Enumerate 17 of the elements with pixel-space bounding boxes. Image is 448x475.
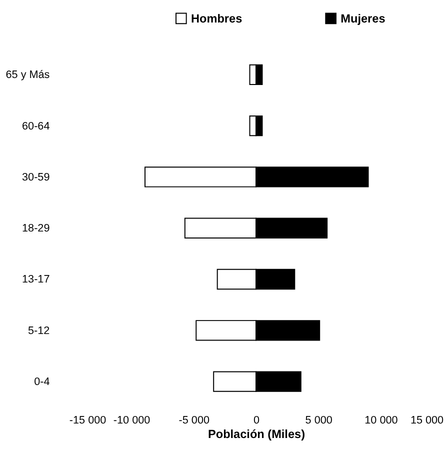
y-tick-label: 30-59 [22, 171, 50, 184]
x-tick-label: -5 000 [178, 414, 210, 426]
y-tick-label: 65 y Más [6, 69, 50, 82]
y-tick-label: 18-29 [22, 222, 50, 235]
x-tick-label: 5 000 [305, 414, 332, 426]
x-tick-label: -15 000 [69, 414, 106, 426]
y-tick-label: 5-12 [28, 324, 50, 337]
x-tick-label: 15 000 [410, 414, 444, 426]
x-tick-label: 0 [253, 414, 260, 426]
y-tick-label: 60-64 [22, 120, 50, 132]
y-tick-label: 0-4 [34, 376, 50, 388]
x-tick-label: -10 000 [113, 414, 150, 426]
legend-label: Mujeres [340, 11, 386, 26]
legend-label: Hombres [191, 11, 243, 26]
x-tick-label: 10 000 [364, 414, 398, 426]
y-tick-label: 13-17 [22, 274, 50, 286]
x-axis-title: Población (Miles) [208, 427, 306, 442]
